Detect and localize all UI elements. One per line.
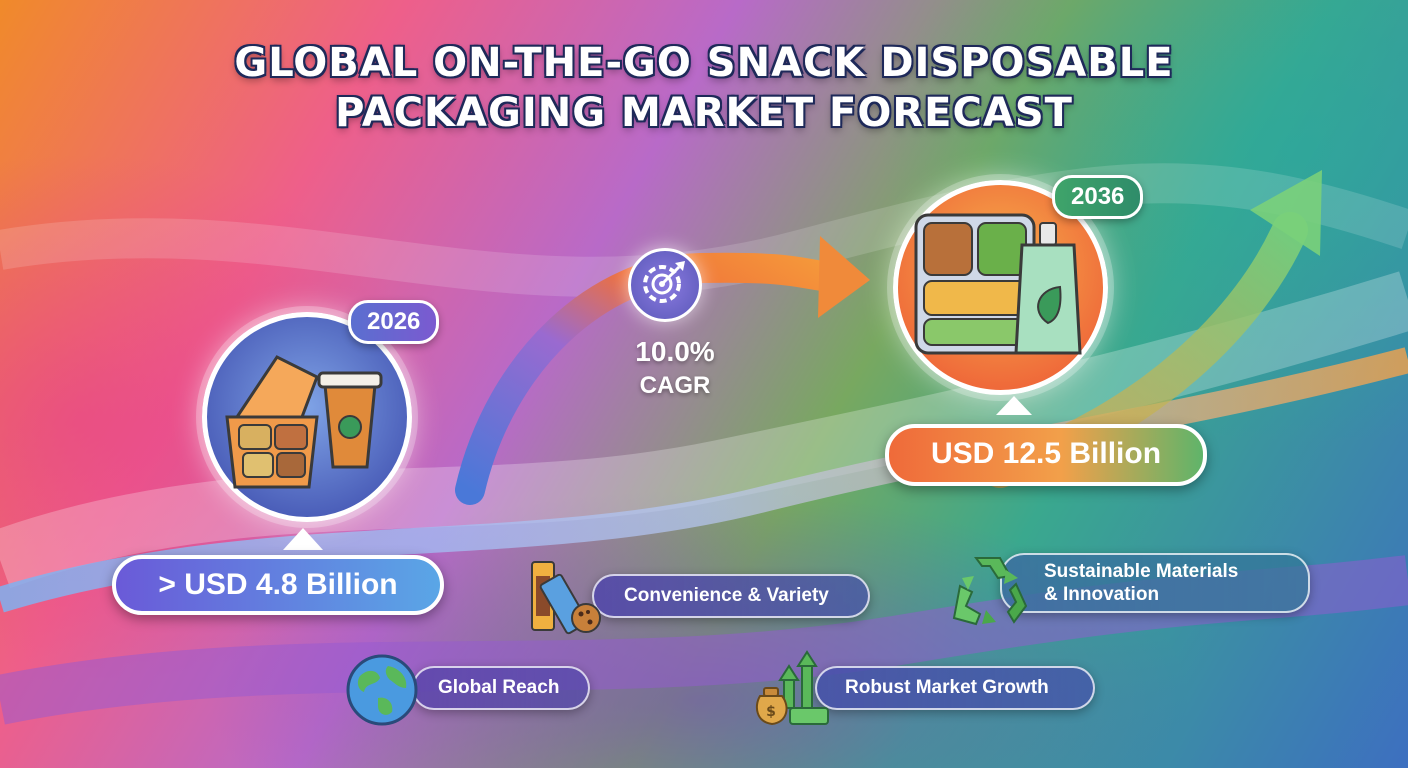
start-value-pill: > USD 4.8 Billion — [112, 555, 444, 615]
money-bag-growth-icon: $ — [755, 650, 829, 726]
cagr-icon-badge — [628, 248, 702, 322]
page-title: GLOBAL ON-THE-GO SNACK DISPOSABLE PACKAG… — [0, 38, 1408, 138]
start-year-badge: 2026 — [348, 300, 440, 344]
start-year-circle — [202, 312, 412, 522]
feature-robust-market-growth: Robust Market Growth — [815, 666, 1095, 710]
feature-convenience-variety: Convenience & Variety — [592, 574, 870, 618]
feature-global-reach: Global Reach — [412, 666, 590, 710]
cagr-label: CAGR — [639, 372, 711, 399]
recycle-icon — [952, 557, 1028, 626]
snack-tray-and-pouch-icon — [914, 213, 1082, 355]
takeout-box-and-coffee-cup-icon — [225, 355, 383, 489]
end-year-badge: 2036 — [1052, 175, 1144, 219]
feature-sustainable-materials: Sustainable Materials & Innovation — [1000, 553, 1310, 613]
end-value-pill: USD 12.5 Billion — [885, 424, 1207, 486]
snack-bar-and-cookie-icon — [531, 561, 601, 635]
svg-text:$: $ — [766, 704, 776, 720]
title-line-1: GLOBAL ON-THE-GO SNACK DISPOSABLE — [234, 40, 1174, 86]
feature-label: Global Reach — [438, 677, 560, 698]
feature-label-line-1: Sustainable Materials — [1044, 561, 1239, 582]
target-gear-icon — [643, 261, 685, 303]
feature-label: Convenience & Variety — [624, 585, 829, 606]
globe-icon — [346, 654, 418, 726]
feature-label-line-2: & Innovation — [1044, 584, 1160, 605]
title-line-2: PACKAGING MARKET FORECAST — [335, 90, 1073, 136]
feature-label: Robust Market Growth — [845, 677, 1049, 698]
cagr-value: 10.0% — [635, 336, 715, 367]
